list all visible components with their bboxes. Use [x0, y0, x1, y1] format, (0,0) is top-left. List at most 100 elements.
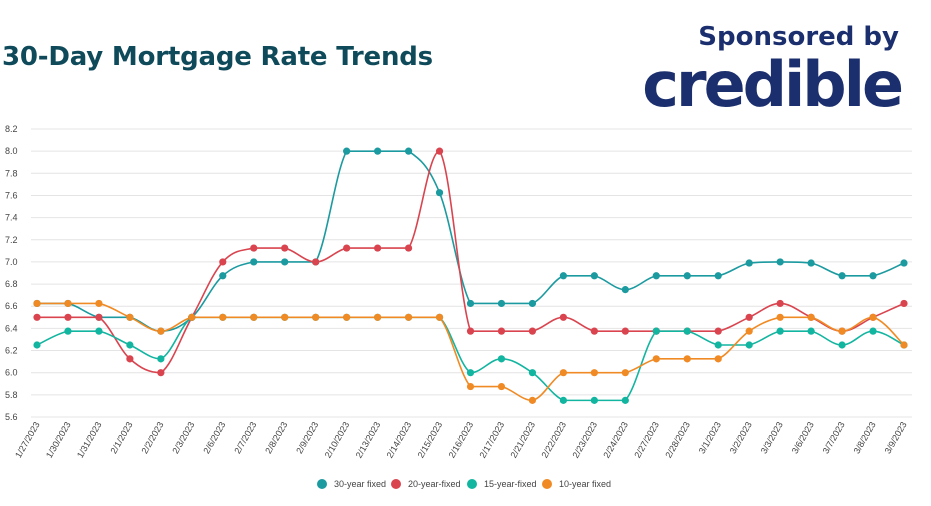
legend-marker: [317, 479, 327, 489]
data-point: [683, 272, 691, 280]
data-point: [559, 313, 567, 321]
x-tick-label: 3/3/2023: [759, 420, 785, 455]
data-point: [869, 272, 877, 280]
data-point: [312, 313, 320, 321]
data-point: [126, 341, 134, 349]
data-point: [590, 369, 598, 377]
data-point: [404, 244, 413, 252]
data-point: [126, 313, 134, 321]
x-tick-label: 2/16/2023: [447, 420, 476, 460]
x-tick-label: 1/31/2023: [75, 420, 104, 460]
data-point: [807, 313, 815, 321]
x-tick-label: 2/27/2023: [632, 420, 661, 460]
data-point: [466, 382, 475, 391]
x-tick-label: 2/14/2023: [385, 420, 414, 460]
legend: 30-year fixed 20-year-fixed 15-year-fixed 1…: [317, 479, 611, 489]
data-point: [528, 396, 537, 404]
data-point: [374, 244, 382, 252]
data-point: [466, 369, 475, 377]
data-point: [807, 327, 815, 335]
legend-label: 20-year-fixed: [408, 479, 461, 489]
data-point: [497, 327, 506, 335]
data-point: [466, 299, 475, 308]
y-tick-label: 8.0: [5, 146, 18, 156]
data-point: [869, 313, 877, 321]
data-point: [466, 327, 475, 335]
data-point: [652, 327, 660, 335]
data-point: [250, 258, 258, 266]
legend-label: 30-year fixed: [334, 479, 386, 489]
data-point: [590, 327, 598, 335]
y-tick-label: 7.8: [5, 168, 18, 178]
x-tick-label: 2/1/2023: [108, 420, 134, 455]
y-tick-label: 6.2: [5, 346, 18, 356]
data-point: [497, 382, 506, 391]
y-tick-label: 7.2: [5, 235, 18, 245]
data-point: [776, 313, 784, 321]
x-tick-label: 2/28/2023: [663, 420, 692, 460]
y-tick-label: 7.0: [5, 257, 18, 267]
legend-label: 10-year fixed: [559, 479, 611, 489]
x-tick-label: 2/7/2023: [232, 420, 258, 455]
data-point: [528, 327, 537, 335]
x-tick-label: 2/2/2023: [139, 420, 165, 455]
data-point: [281, 258, 289, 266]
data-point: [435, 313, 444, 321]
y-tick-label: 5.8: [5, 390, 18, 400]
data-point: [745, 259, 753, 267]
data-point: [900, 299, 908, 308]
y-tick-label: 5.6: [5, 412, 18, 422]
x-tick-label: 3/9/2023: [883, 420, 909, 455]
data-point: [745, 327, 753, 335]
x-tick-label: 3/1/2023: [697, 420, 723, 455]
data-point: [219, 272, 227, 280]
data-point: [250, 244, 258, 252]
data-point: [559, 396, 567, 404]
data-point: [683, 355, 691, 363]
data-point: [95, 327, 103, 335]
data-point: [281, 244, 289, 252]
x-tick-label: 2/17/2023: [478, 420, 507, 460]
data-point: [374, 147, 382, 155]
y-tick-label: 8.2: [5, 124, 18, 134]
data-point: [838, 327, 846, 335]
data-point: [652, 272, 660, 280]
data-point: [559, 369, 567, 377]
data-point: [714, 327, 722, 335]
data-point: [621, 286, 629, 294]
data-point: [343, 147, 351, 155]
x-tick-label: 3/2/2023: [728, 420, 754, 455]
data-point: [838, 341, 846, 349]
data-point: [188, 313, 196, 321]
data-point: [33, 313, 41, 321]
data-point: [776, 327, 784, 335]
data-point: [497, 355, 506, 363]
data-point: [219, 258, 227, 266]
x-tick-label: 2/3/2023: [170, 420, 196, 455]
data-point: [374, 313, 382, 321]
x-tick-label: 2/22/2023: [539, 420, 568, 460]
data-point: [590, 272, 598, 280]
x-tick-label: 2/9/2023: [294, 420, 320, 455]
y-tick-label: 6.4: [5, 323, 18, 333]
data-point: [157, 369, 165, 377]
series-lines: [36, 150, 905, 402]
data-point: [528, 369, 537, 377]
credible-logo: credible: [642, 48, 904, 121]
data-point: [64, 299, 72, 308]
chart-title: 30-Day Mortgage Rate Trends: [2, 42, 433, 72]
data-point: [435, 189, 444, 197]
data-point: [807, 259, 815, 267]
x-tick-label: 2/23/2023: [570, 420, 599, 460]
x-tick-label: 2/6/2023: [201, 420, 227, 455]
x-axis-ticks: 1/27/2023 1/30/2023 1/31/2023 2/1/2023 2/2/2…: [13, 420, 909, 460]
x-tick-label: 3/7/2023: [821, 420, 847, 455]
y-tick-label: 6.8: [5, 279, 18, 289]
data-point: [250, 313, 258, 321]
data-point: [343, 244, 351, 252]
data-point: [528, 299, 537, 308]
y-tick-label: 6.6: [5, 301, 18, 311]
x-tick-label: 3/6/2023: [790, 420, 816, 455]
data-point: [281, 313, 289, 321]
data-point: [33, 299, 41, 308]
